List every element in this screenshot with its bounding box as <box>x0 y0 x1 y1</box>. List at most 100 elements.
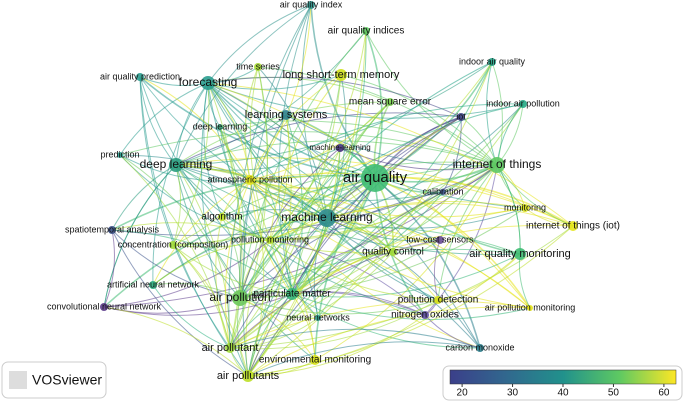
edge <box>424 314 481 349</box>
edge <box>175 112 462 166</box>
node <box>440 189 446 195</box>
edge <box>249 179 394 253</box>
edge <box>249 179 293 295</box>
edge <box>175 140 498 166</box>
node-label: air quality prediction <box>100 71 180 81</box>
edge <box>247 147 341 377</box>
edge <box>229 239 441 349</box>
node <box>434 296 442 304</box>
edge <box>172 179 251 246</box>
edge <box>326 217 481 349</box>
edge <box>111 222 271 241</box>
edge <box>434 239 441 301</box>
edge <box>496 103 524 166</box>
edge <box>229 299 439 350</box>
edge <box>244 66 259 181</box>
edge <box>175 4 312 166</box>
node-label: internet of things <box>453 157 542 171</box>
edge <box>247 306 531 377</box>
edge <box>229 328 481 349</box>
edge <box>172 244 231 349</box>
edge <box>269 239 319 319</box>
color-bar-tick-label: 20 <box>457 388 469 399</box>
edge <box>291 224 574 295</box>
node <box>217 124 223 130</box>
edge <box>229 74 342 349</box>
node <box>568 221 578 231</box>
edge <box>496 103 524 166</box>
edge <box>437 164 498 301</box>
edge <box>229 225 574 349</box>
node-label: forecasting <box>179 75 238 89</box>
node-label: prediction <box>100 149 139 159</box>
edge <box>249 179 526 218</box>
node <box>436 236 444 244</box>
node-label: algorithm <box>201 212 242 223</box>
color-bar-tick-label: 30 <box>507 388 519 399</box>
node-label: calibration <box>422 186 463 196</box>
edge <box>175 164 271 241</box>
node-label: indoor air pollution <box>486 98 560 108</box>
node <box>521 204 529 212</box>
node <box>149 281 157 289</box>
node <box>100 303 108 311</box>
edge <box>139 76 249 377</box>
edge <box>326 116 462 219</box>
edge <box>152 284 231 349</box>
edge <box>365 30 498 166</box>
edge <box>152 282 241 299</box>
node-label: pollution monitoring <box>231 234 309 244</box>
edge <box>326 217 531 309</box>
edge <box>229 293 293 349</box>
edge <box>229 317 319 349</box>
node <box>386 98 394 106</box>
edge <box>249 116 462 181</box>
edge <box>221 216 271 241</box>
node <box>519 100 527 108</box>
node <box>169 241 177 249</box>
node-label: convolutional neural network <box>47 301 162 311</box>
logo: VOSviewer <box>1 361 107 399</box>
edge <box>207 82 524 119</box>
edge <box>269 61 493 241</box>
edge <box>442 116 462 193</box>
node <box>218 213 226 221</box>
edge <box>119 154 231 349</box>
edge <box>152 179 251 286</box>
edge <box>249 74 342 181</box>
node-label: quality control <box>362 247 424 258</box>
node-label: indoor air quality <box>459 56 526 66</box>
edge <box>257 66 498 166</box>
edge <box>269 103 524 241</box>
edge <box>139 76 177 166</box>
edge <box>247 341 481 377</box>
edge <box>249 172 574 227</box>
node <box>169 158 183 172</box>
node-label: machine learning <box>281 210 372 224</box>
edge <box>219 126 243 349</box>
edge <box>269 191 444 241</box>
node <box>336 144 344 152</box>
node-label: nitrogen oxides <box>391 310 459 321</box>
node-label: artificial neural network <box>107 279 200 289</box>
edge <box>119 82 209 156</box>
edge <box>269 201 526 241</box>
edge <box>139 76 328 219</box>
color-bar-tick-label: 50 <box>608 388 620 399</box>
node <box>117 152 123 158</box>
edge <box>207 4 312 84</box>
edge <box>229 207 526 349</box>
logo-box <box>1 361 107 399</box>
edge <box>437 253 521 301</box>
edge <box>249 66 271 241</box>
edge <box>175 82 209 166</box>
edge <box>152 82 209 286</box>
edge <box>496 164 574 227</box>
color-bar-tick-label: 60 <box>658 388 670 399</box>
node <box>527 305 533 311</box>
node <box>108 226 116 234</box>
edge <box>269 239 316 361</box>
node-label: concentration (composition) <box>118 239 229 249</box>
node <box>421 311 429 319</box>
